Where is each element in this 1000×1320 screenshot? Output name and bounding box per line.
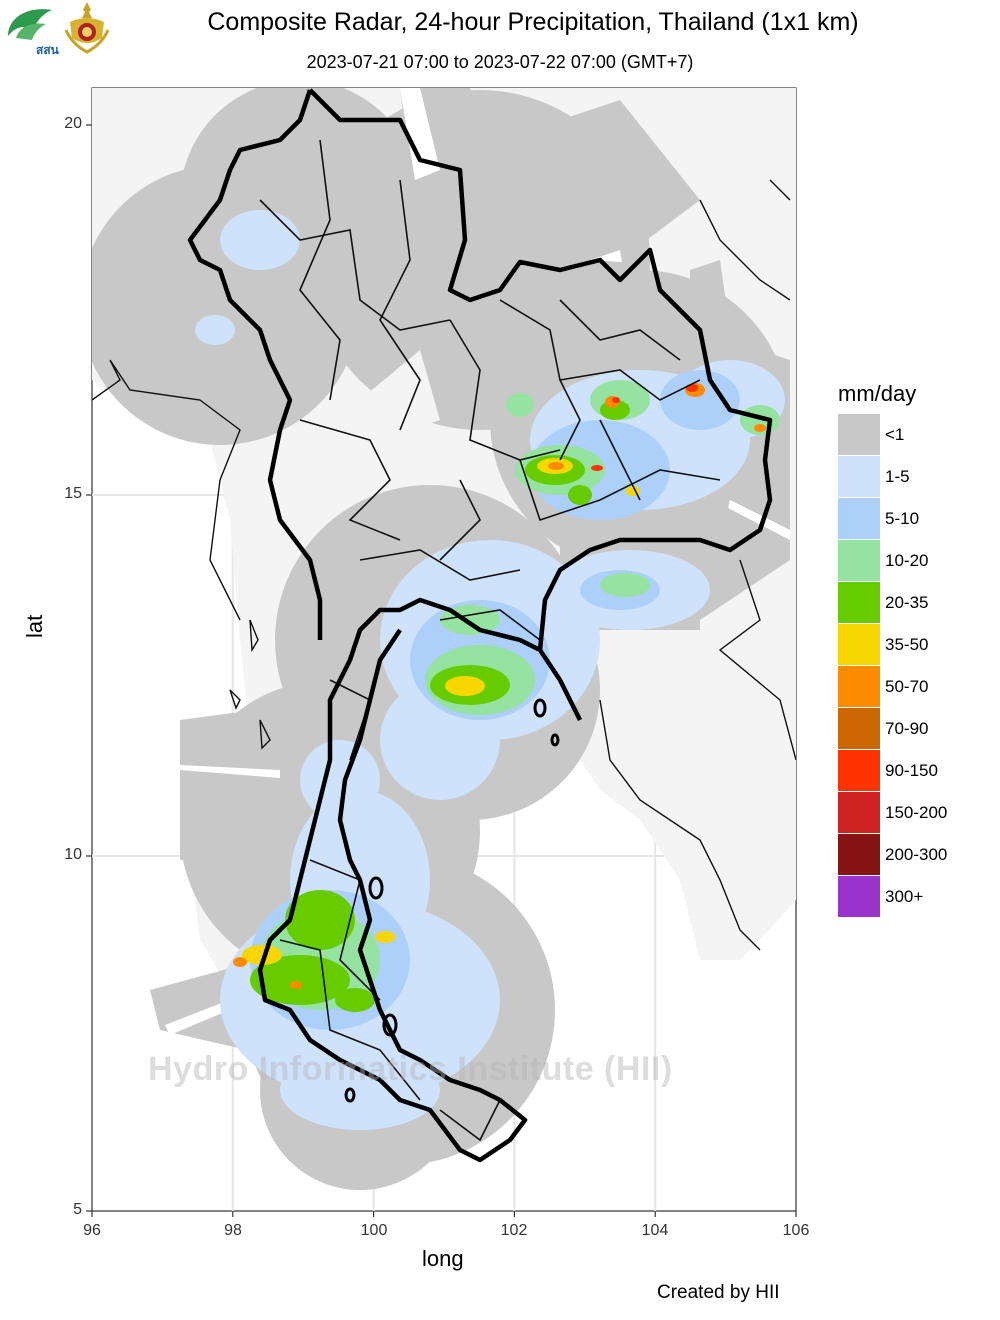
x-axis-title: long (422, 1246, 464, 1271)
legend-label: 1-5 (885, 467, 910, 486)
legend-swatch (838, 624, 880, 665)
logo-text: สสน (36, 43, 60, 56)
xtick-label: 104 (641, 1222, 669, 1239)
legend-title: mm/day (838, 381, 917, 406)
credit-text: Created by HII (657, 1282, 780, 1303)
hii-logo: สสน (2, 2, 62, 57)
thailand-border (187, 88, 773, 1163)
legend-label: 50-70 (885, 677, 929, 696)
ytick-label: 5 (73, 1201, 82, 1218)
legend-swatch (838, 792, 880, 833)
axis-ticks (86, 124, 797, 1217)
legend-swatch (838, 582, 880, 623)
xtick-label: 102 (500, 1222, 528, 1239)
legend-swatch (838, 834, 880, 875)
map-title: Composite Radar, 24-hour Precipitation, … (207, 8, 859, 36)
legend-label: 20-35 (885, 593, 929, 612)
islands (344, 698, 560, 1103)
legend-label: 150-200 (885, 803, 948, 822)
precip-35-50 (242, 458, 640, 965)
legend-swatch (838, 456, 880, 497)
legend-label: 90-150 (885, 761, 938, 780)
legend-swatch (838, 498, 880, 539)
legend-swatch (838, 666, 880, 707)
legend-label: 35-50 (885, 635, 929, 654)
xtick-label: 98 (224, 1222, 242, 1239)
y-axis-title: lat (22, 614, 47, 638)
legend-label: <1 (885, 425, 905, 444)
legend-label: 70-90 (885, 719, 929, 738)
legend-label: 10-20 (885, 551, 929, 570)
legend-label: 200-300 (885, 845, 948, 864)
legend-swatch (838, 540, 880, 581)
xtick-label: 96 (83, 1222, 101, 1239)
legend-label: 5-10 (885, 509, 920, 528)
royal-emblem-icon (64, 0, 110, 58)
legend-swatch (838, 750, 880, 791)
legend-swatch (838, 876, 880, 917)
precip-1-5 (195, 210, 785, 1130)
ytick-label: 10 (64, 846, 82, 863)
legend-swatch (838, 414, 880, 455)
legend-swatch (838, 708, 880, 749)
legend-label: 300+ (885, 887, 924, 906)
ytick-label: 20 (64, 115, 82, 132)
ytick-label: 15 (64, 485, 82, 502)
neighbour-borders (92, 179, 796, 951)
watermark: Hydro Informatics Institute (HII) (148, 1050, 673, 1088)
xtick-label: 106 (782, 1222, 810, 1239)
map-subtitle: 2023-07-21 07:00 to 2023-07-22 07:00 (GM… (306, 52, 694, 72)
xtick-label: 100 (360, 1222, 388, 1239)
